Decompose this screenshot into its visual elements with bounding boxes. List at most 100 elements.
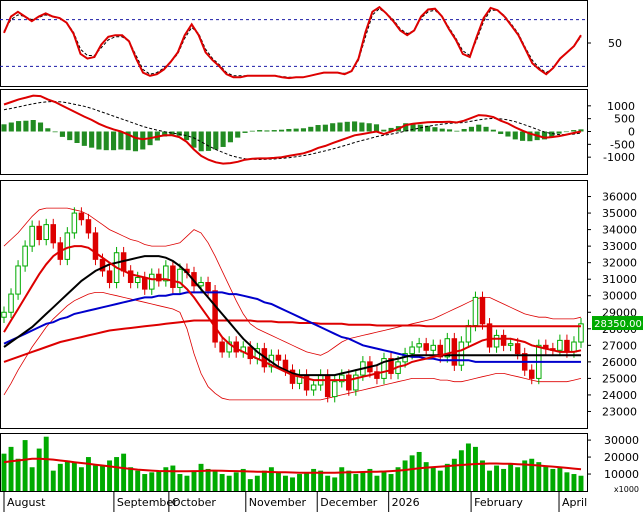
volume-bar [177,474,183,491]
panel-frame-4 [0,433,588,492]
macd-histogram-bar [278,129,285,132]
candle-body [127,270,134,284]
volume-bar [50,470,56,491]
candle-body [423,343,429,351]
volume-bar [107,460,113,491]
candle-body [571,341,577,353]
volume-bar [43,436,49,491]
oscillator-signal-line [3,8,582,78]
macd-histogram-bar [563,131,569,133]
candle-body [134,277,141,284]
candle-body [479,296,486,325]
macd-histogram-bar [37,122,44,132]
macd-histogram-bar [432,127,438,132]
month-label: April [562,496,587,509]
volume-bar [1,453,7,491]
candle-body [205,282,211,292]
macd-histogram-bar [461,128,467,132]
volume-bar [15,458,21,491]
candle-body [353,374,359,391]
macd-histogram-bar [527,131,533,142]
candle-body [388,358,394,374]
macd-histogram-bar [184,131,190,141]
macd-histogram-bar [373,124,380,132]
candle-body [170,265,176,288]
candle-body [212,290,218,343]
macd-histogram-bar [578,129,584,132]
macd-histogram-bar [439,128,445,132]
macd-histogram-bar [271,130,277,132]
macd-histogram-bar [520,131,526,141]
candle-body [15,265,21,295]
price-tick-label: 25000 [602,372,637,385]
volume-bar [304,472,310,491]
volume-bar [430,467,436,491]
volume-bar [163,467,169,491]
candle-body [416,343,422,348]
volume-bar [64,460,70,491]
macd-histogram-bar [103,131,109,151]
volume-bar [346,470,352,491]
volume-bar [268,467,274,491]
volume-bar [388,474,394,491]
macd-histogram-bar [242,131,248,133]
macd-histogram-bar [132,131,139,152]
volume-bar [472,446,478,491]
candle-body [437,344,444,358]
month-label: September [117,496,178,509]
candle-body [219,341,225,353]
macd-histogram-bar [322,124,328,132]
macd-histogram-bar [388,127,394,132]
macd-tick-label: 0 [628,126,635,139]
volume-bar [381,470,387,491]
macd-histogram-bar [205,131,212,151]
ma-long-line [3,291,581,363]
volume-tick-label: 20000 [604,451,639,464]
macd-histogram-bar [140,131,146,150]
month-label: 2026 [392,496,420,509]
price-tick-label: 36000 [602,191,637,204]
macd-histogram-bar [556,131,562,134]
macd-histogram-bar [118,131,124,150]
macd-tick-label: -1000 [603,151,635,164]
macd-histogram-bar [337,122,343,132]
candle-body [458,341,465,366]
candle-body [339,374,345,383]
volume-bar [416,451,422,491]
macd-tick-label: 1000 [607,100,635,113]
month-label: November [249,496,307,509]
candle-body [8,293,14,313]
volume-bar [283,475,288,491]
candle-body [198,282,204,287]
candle-body [500,334,507,346]
macd-histogram-bar [446,129,453,132]
volume-bar [261,470,267,491]
macd-histogram-bar [52,131,58,133]
macd-histogram-bar [483,126,489,132]
volume-bar [78,467,84,491]
panel-frame-3 [0,180,588,429]
volume-bar [494,465,500,491]
volume-bar [93,465,98,491]
candle-body [289,369,296,384]
volume-bar [275,472,281,491]
macd-line [3,94,582,165]
volume-bar [254,475,260,491]
volume-bar [247,479,253,491]
volume-bar [501,468,507,491]
candle-body [331,381,338,398]
volume-bar [71,462,77,491]
candle-body [177,268,183,288]
price-tick-label: 24000 [602,389,637,402]
candle-body [381,358,387,379]
macd-histogram-bar [220,131,226,147]
bollinger-lower-line [3,291,582,401]
volume-bar [402,460,408,491]
volume-bar [114,457,120,491]
price-tick-label: 26000 [602,356,637,369]
candle-body [78,212,85,221]
volume-bar [550,468,556,491]
macd-histogram-bar [308,126,314,132]
macd-histogram-bar [67,131,73,141]
volume-bar [212,470,218,491]
